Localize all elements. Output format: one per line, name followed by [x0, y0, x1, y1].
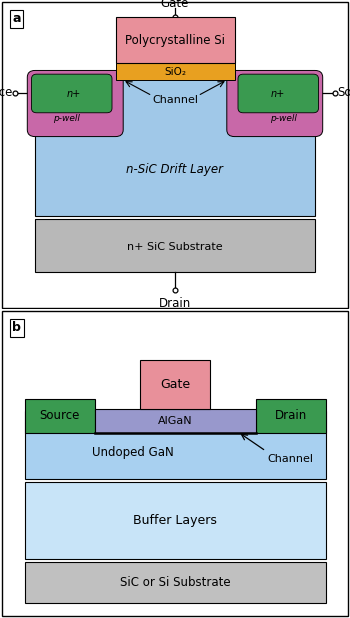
Text: n+ SiC Substrate: n+ SiC Substrate — [127, 242, 223, 252]
Bar — [94, 409, 256, 433]
Text: Channel: Channel — [152, 95, 198, 106]
Text: a: a — [12, 12, 21, 25]
FancyBboxPatch shape — [32, 74, 112, 112]
FancyBboxPatch shape — [227, 70, 323, 137]
Bar — [234, 117, 315, 130]
Bar — [25, 482, 326, 559]
Text: Source: Source — [338, 86, 350, 99]
Bar — [25, 411, 326, 479]
Bar — [35, 77, 315, 216]
FancyBboxPatch shape — [27, 70, 123, 137]
Bar — [116, 63, 234, 80]
Bar — [256, 399, 326, 433]
Text: Drain: Drain — [274, 409, 307, 422]
Text: p-well: p-well — [53, 114, 80, 124]
Bar — [35, 117, 116, 130]
Bar — [140, 360, 210, 409]
Text: Gate: Gate — [160, 378, 190, 391]
Text: n-SiC Drift Layer: n-SiC Drift Layer — [126, 163, 224, 177]
Text: Source: Source — [39, 409, 80, 422]
Text: Gate: Gate — [161, 0, 189, 11]
Text: p-well: p-well — [270, 114, 297, 124]
Text: SiC or Si Substrate: SiC or Si Substrate — [120, 576, 230, 589]
Text: SiO₂: SiO₂ — [164, 67, 186, 77]
Text: Channel: Channel — [268, 454, 314, 464]
Text: b: b — [12, 321, 21, 334]
Text: Undoped GaN: Undoped GaN — [92, 446, 174, 459]
Text: AlGaN: AlGaN — [158, 416, 192, 426]
Text: Source: Source — [0, 86, 12, 99]
Text: Drain: Drain — [159, 297, 191, 310]
Bar — [35, 219, 315, 272]
Bar — [25, 562, 326, 603]
Text: Polycrystalline Si: Polycrystalline Si — [125, 33, 225, 47]
Text: n+: n+ — [271, 89, 285, 99]
Text: Buffer Layers: Buffer Layers — [133, 514, 217, 527]
FancyBboxPatch shape — [238, 74, 318, 112]
Text: n+: n+ — [66, 89, 80, 99]
Bar — [25, 399, 94, 433]
Bar — [116, 17, 234, 64]
